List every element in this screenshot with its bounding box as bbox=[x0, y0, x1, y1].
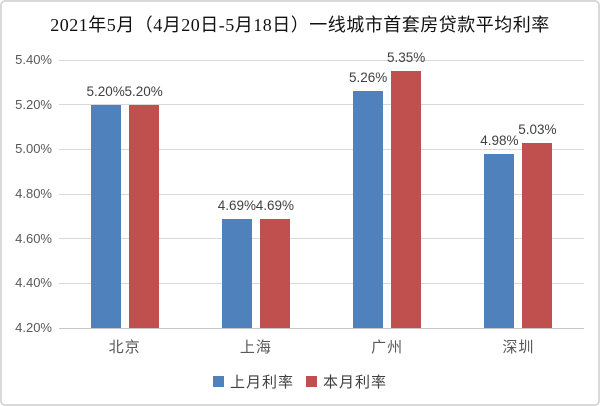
bar-value-label: 5.20% bbox=[86, 83, 125, 99]
bar-last-month-2 bbox=[221, 218, 252, 328]
x-axis-category-label: 上海 bbox=[239, 340, 272, 356]
bar-value-label: 5.20% bbox=[124, 83, 163, 99]
bar-this-month-2 bbox=[259, 218, 290, 328]
legend: 上月利率 本月利率 bbox=[2, 371, 598, 392]
gridline bbox=[59, 282, 584, 284]
legend-swatch-this-month-icon bbox=[306, 376, 317, 387]
y-axis-tick-label: 5.20% bbox=[15, 96, 52, 112]
bar-value-label: 4.69% bbox=[255, 197, 295, 213]
bar-value-label: 5.26% bbox=[348, 70, 388, 86]
x-axis-category-label: 深圳 bbox=[502, 340, 535, 356]
gridline bbox=[59, 104, 584, 106]
legend-item-this-month: 本月利率 bbox=[306, 371, 387, 392]
bar-last-month-3 bbox=[353, 91, 384, 328]
bar-this-month-3 bbox=[391, 71, 422, 328]
gridline bbox=[59, 148, 584, 150]
legend-swatch-last-month-icon bbox=[212, 376, 224, 387]
legend-label-this-month: 本月利率 bbox=[323, 375, 388, 391]
bar-value-label: 5.03% bbox=[518, 121, 557, 137]
y-axis-tick-label: 4.60% bbox=[15, 230, 52, 246]
bar-value-label: 4.69% bbox=[217, 197, 257, 213]
bar-last-month-4 bbox=[484, 153, 515, 328]
y-axis-tick-label: 4.20% bbox=[15, 320, 52, 335]
legend-item-last-month: 上月利率 bbox=[212, 371, 294, 392]
bar-this-month-1 bbox=[128, 104, 159, 328]
x-axis-line bbox=[59, 327, 584, 329]
x-axis-category-label: 北京 bbox=[108, 340, 141, 356]
bar-last-month-1 bbox=[90, 104, 121, 328]
legend-label-last-month: 上月利率 bbox=[229, 375, 294, 391]
y-axis-tick-label: 5.40% bbox=[15, 52, 52, 67]
bar-value-label: 5.35% bbox=[386, 50, 426, 66]
y-axis-tick-label: 5.00% bbox=[15, 141, 52, 157]
bar-this-month-4 bbox=[522, 142, 553, 328]
y-axis-tick-label: 4.40% bbox=[15, 275, 52, 291]
bar-value-label: 4.98% bbox=[480, 132, 519, 148]
y-axis-tick-label: 4.80% bbox=[15, 186, 52, 201]
x-axis-category-label: 广州 bbox=[371, 340, 404, 356]
gridline bbox=[59, 238, 584, 240]
gridline bbox=[59, 193, 584, 195]
chart-title: 2021年5月（4月20日-5月18日）一线城市首套房贷款平均利率 bbox=[50, 15, 550, 35]
gridline bbox=[59, 59, 584, 61]
